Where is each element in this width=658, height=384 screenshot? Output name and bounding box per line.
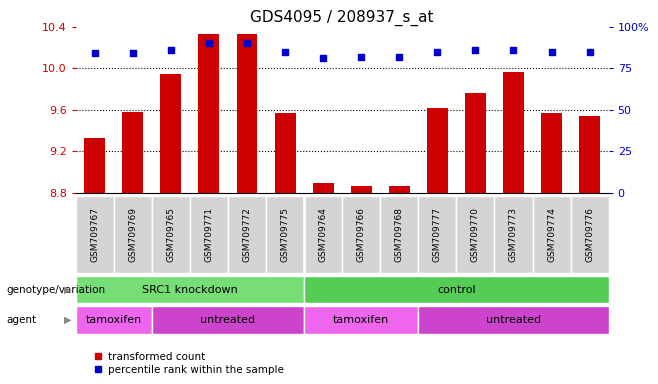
Point <box>470 47 480 53</box>
Bar <box>380 196 418 273</box>
Bar <box>161 74 182 193</box>
Point <box>394 54 405 60</box>
Text: GSM709771: GSM709771 <box>205 207 213 262</box>
Point <box>128 50 138 56</box>
Bar <box>418 196 457 273</box>
Bar <box>274 113 295 193</box>
Text: ▶: ▶ <box>64 285 72 295</box>
Bar <box>228 196 266 273</box>
Bar <box>465 93 486 193</box>
Bar <box>266 196 304 273</box>
Text: untreated: untreated <box>486 315 541 325</box>
Bar <box>152 306 304 334</box>
Point <box>356 54 367 60</box>
Bar <box>76 276 304 303</box>
Bar <box>342 196 380 273</box>
Bar <box>84 138 105 193</box>
Text: GSM709777: GSM709777 <box>433 207 442 262</box>
Bar <box>122 112 143 193</box>
Text: tamoxifen: tamoxifen <box>86 315 142 325</box>
Bar <box>76 196 114 273</box>
Text: GSM709769: GSM709769 <box>128 207 138 262</box>
Text: genotype/variation: genotype/variation <box>7 285 106 295</box>
Bar <box>236 34 257 193</box>
Bar <box>304 306 418 334</box>
Bar <box>579 116 600 193</box>
Point <box>166 47 176 53</box>
Bar <box>418 306 609 334</box>
Text: GSM709772: GSM709772 <box>243 207 251 262</box>
Text: GSM709774: GSM709774 <box>547 207 556 262</box>
Point <box>508 47 519 53</box>
Bar <box>503 73 524 193</box>
Text: GSM709776: GSM709776 <box>585 207 594 262</box>
Text: GSM709764: GSM709764 <box>318 207 328 262</box>
Point <box>318 55 328 61</box>
Text: untreated: untreated <box>201 315 255 325</box>
Bar <box>190 196 228 273</box>
Bar <box>389 185 410 193</box>
Text: control: control <box>437 285 476 295</box>
Text: ▶: ▶ <box>64 315 72 325</box>
Text: GSM709773: GSM709773 <box>509 207 518 262</box>
Point <box>241 40 252 46</box>
Bar <box>532 196 570 273</box>
Bar <box>199 34 219 193</box>
Title: GDS4095 / 208937_s_at: GDS4095 / 208937_s_at <box>251 9 434 25</box>
Point <box>546 49 557 55</box>
Text: SRC1 knockdown: SRC1 knockdown <box>142 285 238 295</box>
Text: GSM709767: GSM709767 <box>90 207 99 262</box>
Bar <box>304 196 342 273</box>
Text: GSM709770: GSM709770 <box>471 207 480 262</box>
Bar <box>114 196 152 273</box>
Text: GSM709765: GSM709765 <box>166 207 175 262</box>
Point <box>204 40 215 46</box>
Bar <box>313 184 334 193</box>
Bar <box>76 306 152 334</box>
Point <box>584 49 595 55</box>
Point <box>89 50 100 56</box>
Bar <box>304 276 609 303</box>
Bar <box>494 196 532 273</box>
Bar <box>427 108 448 193</box>
Bar <box>570 196 609 273</box>
Text: GSM709768: GSM709768 <box>395 207 404 262</box>
Point <box>280 49 290 55</box>
Bar <box>541 113 562 193</box>
Legend: transformed count, percentile rank within the sample: transformed count, percentile rank withi… <box>94 352 284 375</box>
Bar <box>152 196 190 273</box>
Text: GSM709775: GSM709775 <box>280 207 290 262</box>
Point <box>432 49 443 55</box>
Text: agent: agent <box>7 315 37 325</box>
Text: GSM709766: GSM709766 <box>357 207 366 262</box>
Bar <box>457 196 494 273</box>
Bar <box>351 185 372 193</box>
Text: tamoxifen: tamoxifen <box>333 315 390 325</box>
